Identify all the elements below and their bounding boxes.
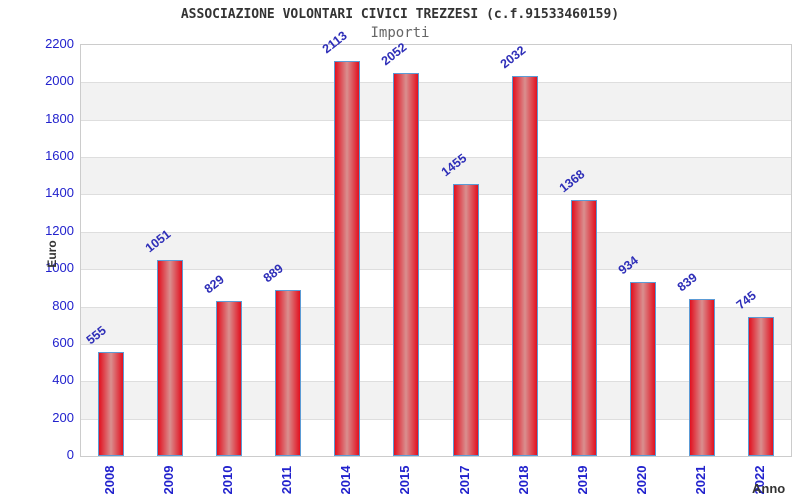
y-tick-label: 1600 (45, 148, 74, 164)
x-tick-label: 2008 (101, 465, 117, 495)
bar (215, 301, 242, 456)
gridline (81, 231, 791, 233)
gridline (81, 269, 791, 271)
x-tick-label: 2015 (397, 465, 413, 495)
gridline (81, 157, 791, 159)
plot-band (81, 381, 791, 419)
y-tick-label: 200 (52, 409, 74, 425)
bar (689, 299, 716, 456)
bar (748, 316, 775, 456)
gridline (81, 119, 791, 121)
y-tick-label: 1000 (45, 260, 74, 276)
y-tick-label: 800 (52, 297, 74, 313)
gridline (81, 306, 791, 308)
bar-value-label: 829 (201, 272, 227, 297)
bar (630, 281, 657, 456)
plot-band (81, 157, 791, 195)
plot-band (81, 231, 791, 270)
bar (511, 76, 538, 456)
y-tick-label: 1400 (45, 185, 74, 201)
bar (570, 200, 597, 456)
bar (97, 352, 124, 456)
x-tick-label: 2009 (160, 465, 176, 495)
plot-area: 555 1051 829 889 2113 2052 1455 2032 1368 934 839 7… (80, 29, 792, 457)
gridline (81, 381, 791, 383)
y-tick-label: 0 (66, 447, 74, 462)
chart-subtitle: Importi (370, 25, 430, 41)
plot-band (81, 82, 791, 120)
x-tick-label: 2020 (634, 465, 650, 495)
x-tick-label: 2018 (515, 465, 531, 495)
bar (156, 259, 183, 456)
gridline (81, 194, 791, 196)
bar (393, 72, 420, 456)
bar (275, 289, 302, 456)
y-tick-label: 1200 (45, 222, 74, 238)
bar-value-label: 839 (675, 270, 701, 295)
y-tick-label: 2000 (45, 73, 74, 89)
gridline (81, 343, 791, 345)
x-tick-label: 2011 (279, 465, 295, 495)
bar (452, 184, 479, 456)
x-tick-label: 2014 (338, 465, 354, 495)
y-tick-label: 2200 (45, 36, 74, 51)
y-tick-label: 1800 (45, 110, 74, 126)
gridline (81, 82, 791, 84)
plot-band (81, 306, 791, 344)
bar (334, 61, 361, 456)
x-tick-label: 2019 (574, 465, 590, 495)
chart-title: ASSOCIAZIONE VOLONTARI CIVICI TREZZESI (… (180, 7, 620, 22)
gridline (81, 418, 791, 420)
y-tick-label: 600 (52, 334, 74, 350)
bar-value-label: 2052 (379, 39, 410, 68)
y-tick-label: 400 (52, 372, 74, 388)
x-tick-label: 2010 (219, 465, 235, 495)
y-axis-title: Euro (45, 240, 59, 268)
x-axis-title: Anno (752, 481, 786, 496)
bar-value-label: 2032 (497, 43, 529, 72)
x-tick-label: 2021 (693, 465, 709, 495)
x-tick-label: 2017 (456, 465, 472, 495)
